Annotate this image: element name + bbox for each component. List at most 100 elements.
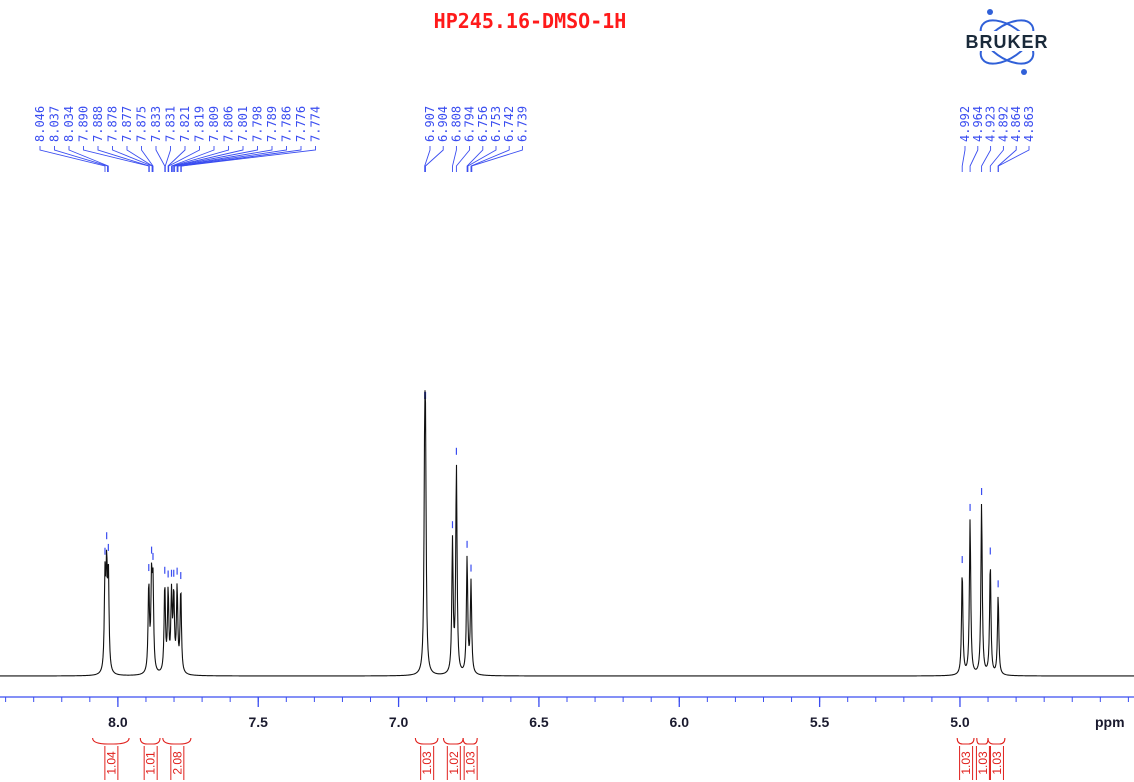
tick-label-7.5: 7.5 bbox=[249, 714, 269, 730]
peak-labels: 8.046 8.037 8.034 7.890 7.888 7.878 7.877 7.875… bbox=[33, 106, 1036, 142]
peak-label-15: 7.798 bbox=[251, 106, 265, 142]
peak-leader-28 bbox=[961, 146, 966, 172]
tick-label-6.5: 6.5 bbox=[529, 714, 549, 730]
peak-leader-23 bbox=[455, 146, 471, 172]
logo-dot-1 bbox=[987, 9, 993, 15]
tick-label-7.0: 7.0 bbox=[389, 714, 409, 730]
peak-label-0: 8.046 bbox=[33, 106, 47, 142]
tick-label-5.5: 5.5 bbox=[810, 714, 830, 730]
peak-leader-26 bbox=[470, 146, 510, 172]
integral-value-6: 1.03 bbox=[959, 751, 973, 775]
tick-label-6.0: 6.0 bbox=[670, 714, 690, 730]
peak-leader-6 bbox=[126, 146, 153, 172]
peak-leader-30 bbox=[981, 146, 992, 172]
peak-leader-0 bbox=[39, 146, 106, 172]
peak-leader-31 bbox=[989, 146, 1004, 172]
peak-label-20: 6.907 bbox=[423, 106, 437, 142]
peak-leader-16 bbox=[176, 146, 273, 172]
peak-leader-4 bbox=[97, 146, 150, 172]
peak-leader-13 bbox=[171, 146, 229, 172]
peak-leader-22 bbox=[452, 146, 457, 172]
peak-leader-20 bbox=[424, 146, 431, 172]
peak-leader-12 bbox=[171, 146, 215, 172]
logo-text: BRUKER bbox=[965, 32, 1048, 52]
integral-value-4: 1.02 bbox=[447, 751, 461, 775]
integral-bracket-5 bbox=[462, 737, 478, 745]
x-axis-unit-label: ppm bbox=[1095, 714, 1125, 730]
peak-label-8: 7.833 bbox=[149, 106, 163, 142]
peak-label-11: 7.819 bbox=[193, 106, 207, 142]
peak-label-33: 4.863 bbox=[1022, 106, 1036, 142]
peak-label-32: 4.864 bbox=[1009, 106, 1023, 142]
integral-value-1: 1.01 bbox=[144, 751, 158, 775]
integrals: 1.04 1.01 2.08 1.03 1.02 1.03 1.03 1.03 1.03 bbox=[92, 737, 1006, 780]
peak-label-25: 6.753 bbox=[489, 106, 503, 142]
integral-bracket-7 bbox=[976, 737, 989, 745]
integral-bracket-8 bbox=[987, 737, 1006, 745]
peak-leader-18 bbox=[180, 146, 302, 172]
spectrum-trace bbox=[0, 390, 1134, 677]
peak-label-28: 4.992 bbox=[958, 106, 972, 142]
peak-label-30: 4.923 bbox=[984, 106, 998, 142]
peak-leader-10 bbox=[167, 146, 186, 172]
peak-label-2: 8.034 bbox=[62, 106, 76, 142]
peak-leader-3 bbox=[83, 146, 150, 172]
peak-label-16: 7.789 bbox=[265, 106, 279, 142]
peak-leader-1 bbox=[54, 146, 108, 172]
peak-leader-19 bbox=[180, 146, 316, 172]
x-axis-ticks: 8.0 7.5 7.0 6.5 6.0 5.5 5.0 bbox=[108, 697, 970, 730]
logo-dot-2 bbox=[1021, 69, 1027, 75]
peak-label-17: 7.786 bbox=[280, 106, 294, 142]
peak-label-12: 7.809 bbox=[207, 106, 221, 142]
peak-leader-27 bbox=[471, 146, 523, 172]
integral-value-8: 1.03 bbox=[990, 751, 1004, 775]
peak-leader-11 bbox=[168, 146, 200, 172]
peak-label-6: 7.877 bbox=[120, 106, 134, 142]
tick-label-8.0: 8.0 bbox=[108, 714, 128, 730]
peak-label-4: 7.888 bbox=[91, 106, 105, 142]
peak-label-5: 7.878 bbox=[106, 106, 120, 142]
bruker-logo: BRUKER bbox=[965, 9, 1048, 75]
peak-leader-32 bbox=[997, 146, 1017, 172]
chart-title: HP245.16-DMSO-1H bbox=[434, 9, 627, 33]
peak-label-22: 6.808 bbox=[449, 106, 463, 142]
peak-label-19: 7.774 bbox=[309, 106, 323, 142]
peak-markers bbox=[104, 392, 999, 588]
peak-label-13: 7.806 bbox=[222, 106, 236, 142]
peak-leader-14 bbox=[173, 146, 244, 172]
peak-label-18: 7.776 bbox=[294, 106, 308, 142]
integral-value-0: 1.04 bbox=[104, 751, 118, 775]
peak-label-27: 6.739 bbox=[515, 106, 529, 142]
peak-leader-7 bbox=[141, 146, 154, 172]
integral-bracket-3 bbox=[414, 737, 439, 745]
integral-bracket-6 bbox=[956, 737, 975, 745]
integral-value-7: 1.03 bbox=[976, 751, 990, 775]
peak-label-9: 7.831 bbox=[164, 106, 178, 142]
peak-leader-15 bbox=[174, 146, 258, 172]
peak-label-10: 7.821 bbox=[178, 106, 192, 142]
peak-label-7: 7.875 bbox=[135, 106, 149, 142]
peak-label-23: 6.794 bbox=[463, 106, 477, 142]
peak-label-3: 7.890 bbox=[77, 106, 91, 142]
integral-bracket-2 bbox=[162, 737, 192, 745]
peak-leader-33 bbox=[997, 146, 1030, 172]
integral-value-2: 2.08 bbox=[170, 751, 184, 775]
integral-bracket-1 bbox=[139, 737, 161, 745]
peak-leader-29 bbox=[969, 146, 979, 172]
peak-label-24: 6.756 bbox=[476, 106, 490, 142]
peak-label-14: 7.801 bbox=[236, 106, 250, 142]
tick-label-5.0: 5.0 bbox=[950, 714, 970, 730]
peak-label-29: 4.964 bbox=[971, 106, 985, 142]
peak-label-26: 6.742 bbox=[502, 106, 516, 142]
peak-label-leaders bbox=[39, 146, 1030, 172]
integral-value-5: 1.03 bbox=[464, 751, 478, 775]
logo-text-bg bbox=[969, 31, 1045, 51]
peak-label-1: 8.037 bbox=[48, 106, 62, 142]
peak-leader-21 bbox=[425, 146, 444, 172]
peak-leader-8 bbox=[155, 146, 166, 172]
logo-orbit-2 bbox=[979, 19, 1035, 65]
peak-label-21: 6.904 bbox=[436, 106, 450, 142]
peak-leader-9 bbox=[164, 146, 171, 172]
peak-leader-25 bbox=[467, 146, 497, 172]
